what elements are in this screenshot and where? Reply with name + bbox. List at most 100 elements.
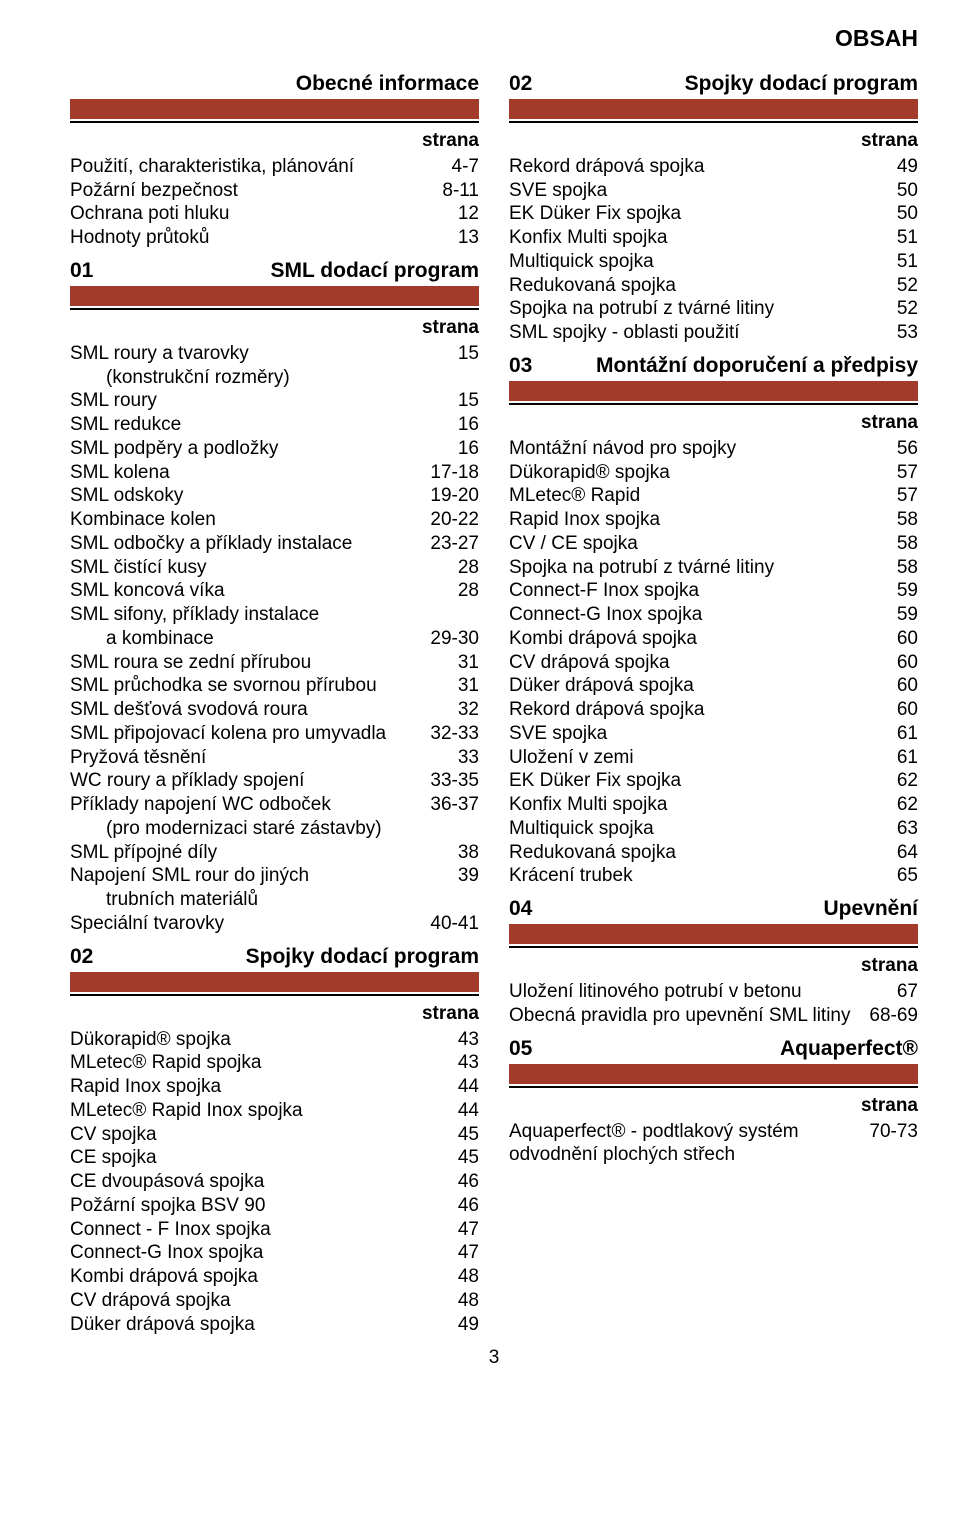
toc-page-value: 51 (897, 226, 918, 250)
toc-page-value: 29-30 (430, 627, 479, 651)
toc-page-value: 40-41 (430, 912, 479, 936)
toc-page-value: 15 (458, 342, 479, 366)
toc-row: Požární spojka BSV 9046 (70, 1194, 479, 1218)
toc-page-value: 32-33 (430, 722, 479, 746)
toc-page-value: 61 (897, 722, 918, 746)
toc-label: Connect - F Inox spojka (70, 1218, 458, 1242)
toc-label: SML redukce (70, 413, 458, 437)
strana-label: strana (509, 129, 918, 153)
toc-page-value: 58 (897, 508, 918, 532)
toc-label: Pryžová těsnění (70, 746, 458, 770)
toc-label: Spojka na potrubí z tvárné litiny (509, 556, 897, 580)
toc-page-value: 48 (458, 1289, 479, 1313)
toc-page-value: 47 (458, 1218, 479, 1242)
toc-label: trubních materiálů (70, 888, 479, 912)
toc-row: Spojka na potrubí z tvárné litiny58 (509, 556, 918, 580)
toc-page-value: 60 (897, 698, 918, 722)
toc-page-value: 62 (897, 769, 918, 793)
toc-page-value: 67 (897, 980, 918, 1004)
toc-row: SML odbočky a příklady instalace23-27 (70, 532, 479, 556)
toc-page-value: 32 (458, 698, 479, 722)
toc-label: Aquaperfect® - podtlakový systém (509, 1120, 869, 1144)
toc-row: SML přípojné díly38 (70, 841, 479, 865)
toc-label: Příklady napojení WC odboček (70, 793, 430, 817)
toc-label: Konfix Multi spojka (509, 226, 897, 250)
toc-row: Spojka na potrubí z tvárné litiny52 (509, 297, 918, 321)
toc-row: SML redukce16 (70, 413, 479, 437)
toc-row: SML čistící kusy28 (70, 556, 479, 580)
section-red-bar (70, 286, 479, 306)
toc-row: SML roury a tvarovky15 (70, 342, 479, 366)
toc-page-value: 45 (458, 1123, 479, 1147)
toc-row: CV drápová spojka48 (70, 1289, 479, 1313)
toc-row: Dükorapid® spojka57 (509, 461, 918, 485)
toc-row: SML kolena17-18 (70, 461, 479, 485)
toc-page-value: 56 (897, 437, 918, 461)
section-head: 04Upevnění (509, 896, 918, 922)
toc-row: Požární bezpečnost8-11 (70, 179, 479, 203)
toc-page-value: 65 (897, 864, 918, 888)
toc-page-value: 49 (458, 1313, 479, 1337)
section-number: 04 (509, 896, 532, 922)
toc-page-value: 60 (897, 674, 918, 698)
toc-row: Ochrana poti hluku12 (70, 202, 479, 226)
toc-label: CV drápová spojka (509, 651, 897, 675)
strana-label: strana (509, 411, 918, 435)
toc-page-value: 43 (458, 1028, 479, 1052)
toc-columns: Obecné informacestranaPoužití, charakter… (70, 63, 918, 1337)
toc-row: Kombi drápová spojka48 (70, 1265, 479, 1289)
toc-row: odvodnění plochých střech (509, 1143, 918, 1167)
toc-label: SML podpěry a podložky (70, 437, 458, 461)
section-divider (509, 403, 918, 405)
toc-row: Redukovaná spojka64 (509, 841, 918, 865)
toc-label: Hodnoty průtoků (70, 226, 458, 250)
toc-page-value: 62 (897, 793, 918, 817)
toc-page-value: 20-22 (430, 508, 479, 532)
toc-label: a kombinace (70, 627, 430, 651)
toc-row: SML průchodka se svornou přírubou31 (70, 674, 479, 698)
toc-label: Multiquick spojka (509, 250, 897, 274)
strana-label: strana (70, 129, 479, 153)
strana-label: strana (509, 1094, 918, 1118)
toc-label: SML sifony, příklady instalace (70, 603, 479, 627)
toc-row: Uložení v zemi61 (509, 746, 918, 770)
section-divider (70, 121, 479, 123)
section-head: 03Montážní doporučení a předpisy (509, 353, 918, 379)
toc-row: Multiquick spojka51 (509, 250, 918, 274)
toc-row: Speciální tvarovky40-41 (70, 912, 479, 936)
toc-page-value: 52 (897, 274, 918, 298)
toc-row: Rekord drápová spojka60 (509, 698, 918, 722)
toc-label: SML dešťová svodová roura (70, 698, 458, 722)
section-divider (509, 946, 918, 948)
toc-page-value: 17-18 (430, 461, 479, 485)
toc-page-value: 16 (458, 413, 479, 437)
section-divider (509, 121, 918, 123)
toc-page-value: 60 (897, 627, 918, 651)
toc-label: Kombi drápová spojka (70, 1265, 458, 1289)
toc-label: SML spojky - oblasti použití (509, 321, 897, 345)
toc-row: SML roura se zední přírubou31 (70, 651, 479, 675)
section-number: 02 (70, 944, 93, 970)
toc-row: Rapid Inox spojka44 (70, 1075, 479, 1099)
toc-row: EK Düker Fix spojka62 (509, 769, 918, 793)
toc-row: CV drápová spojka60 (509, 651, 918, 675)
toc-page-value: 31 (458, 674, 479, 698)
toc-page-value: 13 (458, 226, 479, 250)
section-red-bar (509, 924, 918, 944)
toc-label: Rekord drápová spojka (509, 698, 897, 722)
toc-page-value: 39 (458, 864, 479, 888)
toc-page-value: 57 (897, 484, 918, 508)
toc-label: Kombinace kolen (70, 508, 430, 532)
toc-page-value: 45 (458, 1146, 479, 1170)
toc-label: MLetec® Rapid (509, 484, 897, 508)
toc-label: SML roura se zední přírubou (70, 651, 458, 675)
toc-page-value: 38 (458, 841, 479, 865)
toc-page-value: 12 (458, 202, 479, 226)
section-red-bar (509, 381, 918, 401)
toc-page-value: 33 (458, 746, 479, 770)
toc-label: Spojka na potrubí z tvárné litiny (509, 297, 897, 321)
section-divider (70, 308, 479, 310)
toc-page-value: 15 (458, 389, 479, 413)
toc-label: Požární bezpečnost (70, 179, 442, 203)
section-head: 02Spojky dodací program (509, 71, 918, 97)
